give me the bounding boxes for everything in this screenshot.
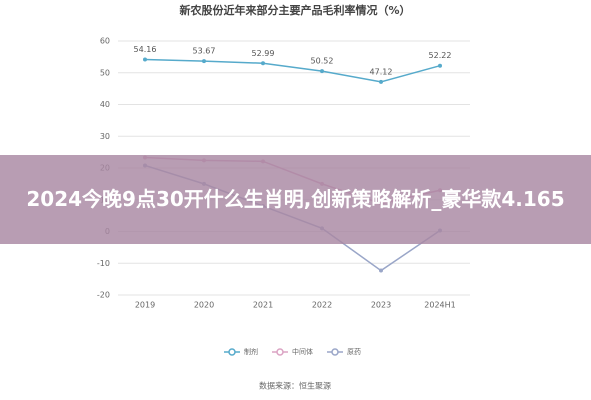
- y-tick-label: 30: [100, 132, 110, 141]
- x-tick-label: 2022: [312, 301, 332, 310]
- point: [261, 61, 265, 66]
- point: [202, 59, 206, 64]
- point: [379, 268, 383, 273]
- legend-label: 原药: [347, 347, 361, 356]
- point: [379, 79, 383, 84]
- y-tick-label: 40: [100, 100, 110, 109]
- y-tick-label: 60: [100, 37, 110, 46]
- point: [438, 63, 442, 68]
- y-tick-label: -20: [97, 291, 110, 300]
- data-label: 54.16: [134, 45, 157, 54]
- legend-label: 中间体: [292, 347, 313, 356]
- chart-title: 新农股份近年来部分主要产品毛利率情况（%）: [179, 3, 410, 17]
- overlay-banner: 2024今晚9点30开什么生肖明,创新策略解析_豪华款4.165: [0, 155, 591, 244]
- data-label: 52.22: [429, 51, 452, 60]
- x-tick-label: 2021: [253, 301, 273, 310]
- source: 数据来源：恒生聚源: [259, 381, 331, 391]
- x-tick-label: 2019: [135, 301, 155, 310]
- data-label: 50.52: [311, 57, 334, 66]
- legend-label: 制剂: [244, 347, 258, 356]
- point: [143, 57, 147, 62]
- point: [320, 69, 324, 74]
- y-tick-label: 50: [100, 68, 110, 77]
- banner-text: 2024今晚9点30开什么生肖明,创新策略解析_豪华款4.165: [26, 187, 565, 211]
- series-line: [144, 58, 441, 83]
- legend-marker: [228, 348, 236, 356]
- y-tick-label: -10: [97, 259, 110, 268]
- data-label: 52.99: [252, 49, 275, 58]
- x-tick-label: 2023: [371, 301, 391, 310]
- x-tick-label: 2024H1: [424, 301, 455, 310]
- data-label: 47.12: [370, 67, 393, 76]
- data-label: 53.67: [193, 47, 216, 56]
- legend-marker: [276, 348, 284, 356]
- legend-marker: [331, 348, 339, 356]
- x-tick-label: 2020: [194, 301, 214, 310]
